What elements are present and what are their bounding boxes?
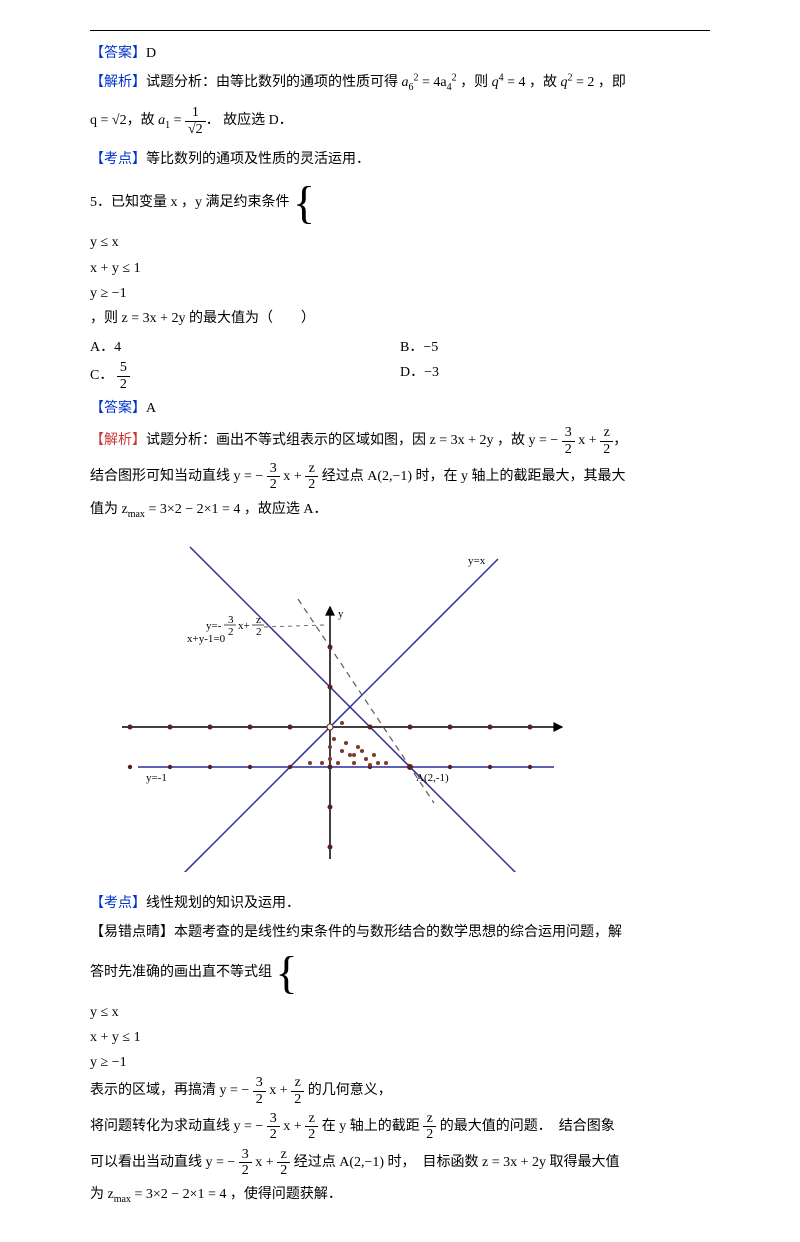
q4-frac: 1 √2 (185, 105, 206, 137)
q5-parse-c-sub: max (128, 509, 145, 520)
q5-opt-a: A．4 (90, 335, 400, 360)
q5-opt-c-frac: 5 2 (117, 360, 130, 392)
frac-z2: z2 (305, 1111, 318, 1143)
q5-yicuo-line5: 为 zmax = 3×2 − 2×1 = 4 ，使得问题获解． (90, 1182, 710, 1207)
q4-mid1: ，则 (460, 75, 488, 90)
frac-32: 32 (562, 425, 575, 457)
q4-l2-mid: ，故 (127, 113, 155, 128)
q5-parse-line1: 【解析】试题分析：画出不等式组表示的区域如图，因 z = 3x + 2y ，故 … (90, 425, 710, 457)
q5-parse-c: 值为 z (90, 502, 128, 517)
q5-kaodian-text: 线性规划的知识及运用． (146, 896, 300, 911)
q5-parse-a-end: ， (613, 433, 627, 448)
q5-yicuo-e-a: 为 z (90, 1187, 114, 1202)
lp-diagram-svg: yy=xx+y-1=0y=-1y=- 32 x+ z2A(2,-1) (80, 532, 580, 872)
frac-z2: z2 (277, 1147, 290, 1179)
svg-text:x+: x+ (238, 620, 250, 632)
q4-parse-prefix: 试题分析：由等比数列的通项的性质可得 (146, 75, 398, 90)
q5-stem: 5．已知变量 x ，y 满足约束条件 { (90, 180, 710, 226)
svg-text:A(2,-1): A(2,-1) (416, 772, 449, 784)
q4-l2-end: ． 故应选 D． (206, 113, 293, 128)
top-rule (90, 30, 710, 31)
q5-case1: y ≤ x (90, 230, 710, 255)
q5-yicuo-b-b: 表示的区域，再搞清 y = − (90, 1083, 253, 1098)
svg-text:y: y (338, 608, 344, 620)
q5-answer-line: 【答案】A (90, 396, 710, 421)
svg-text:2: 2 (228, 626, 234, 638)
q5-yicuo-line3: 将问题转化为求动直线 y = − 32 x + z2 在 y 轴上的截距 z2 … (90, 1111, 710, 1143)
q4-mid3: ，即 (598, 75, 626, 90)
svg-text:z: z (256, 614, 261, 626)
feasible-region-diagram: yy=xx+y-1=0y=-1y=- 32 x+ z2A(2,-1) (80, 532, 710, 881)
q5-options: A．4 B．−5 C． 5 2 D．−3 (90, 335, 710, 392)
q5-yicuo-a: 本题考查的是线性约束条件的与数形结合的数学思想的综合运用问题，解 (174, 925, 622, 940)
frac-z2: z2 (423, 1111, 436, 1143)
q5-answer-letter: A (146, 401, 156, 416)
kaodian-label: 【考点】 (90, 896, 146, 911)
page: 【答案】D 【解析】试题分析：由等比数列的通项的性质可得 a62 = 4a42 … (0, 0, 800, 1242)
q4-a1: a1 (158, 113, 170, 128)
q4-parse-line2: q = √2，故 a1 = 1 √2 ． 故应选 D． (90, 105, 710, 137)
q5-opt-b: B．−5 (400, 335, 710, 360)
parse-label: 【解析】 (90, 433, 146, 448)
q5-parse-a-mid: x + (283, 469, 305, 484)
parse-label: 【解析】 (90, 75, 146, 90)
frac-32: 32 (267, 1111, 280, 1143)
q4-eq1-a: a62 = 4a42 (402, 75, 457, 90)
q5-parse-line2: 结合图形可知当动直线 y = − 32 x + z2 经过点 A(2,−1) 时… (90, 461, 710, 493)
answer-label: 【答案】 (90, 401, 146, 416)
q4-kaodian-text: 等比数列的通项及性质的灵活运用． (146, 152, 370, 167)
q5-yicuo-line2: 答时先准确的画出直不等式组 { (90, 950, 710, 996)
q5-yicuo-d-a: 可以看出当动直线 y = − (90, 1155, 239, 1170)
q5-yicuo-line1: 【易错点晴】本题考查的是线性约束条件的与数形结合的数学思想的综合运用问题，解 (90, 920, 710, 945)
q5-case3: y ≥ −1 (90, 281, 710, 306)
q4-a1-eq: = (170, 113, 185, 128)
q5-constraint-system-2: { (276, 950, 298, 996)
svg-text:2: 2 (256, 626, 262, 638)
q5-parse-a: 试题分析：画出不等式组表示的区域如图，因 z = 3x + 2y ，故 y = … (146, 433, 562, 448)
q4-sqrt2: √2 (112, 113, 127, 128)
q5-number: 5． (90, 196, 111, 211)
q5-opt-c: C． 5 2 (90, 360, 400, 392)
q5-yicuo-line4: 可以看出当动直线 y = − 32 x + z2 经过点 A(2,−1) 时， … (90, 1147, 710, 1179)
q5-yicuo-d-b: 经过点 A(2,−1) 时， 目标函数 z = 3x + 2y 取得最大值 (294, 1155, 620, 1170)
kaodian-label: 【考点】 (90, 152, 146, 167)
frac-z2: z2 (600, 425, 613, 457)
q5-yicuo-b-c: 的几何意义， (308, 1083, 392, 1098)
q4-parse-line1: 【解析】试题分析：由等比数列的通项的性质可得 a62 = 4a42 ，则 q4 … (90, 70, 710, 95)
q5-parse-a-mid: x + (578, 433, 600, 448)
q5-stem-a: 已知变量 x ，y 满足约束条件 (111, 196, 290, 211)
q4-eq2: q4 = 4 (492, 75, 526, 90)
svg-text:y=-1: y=-1 (146, 772, 167, 784)
frac-z2: z2 (291, 1075, 304, 1107)
yicuo-label: 【易错点晴】 (90, 925, 174, 940)
q4-answer-letter: D (146, 46, 156, 61)
svg-text:x+y-1=0: x+y-1=0 (187, 633, 226, 645)
q4-eq3: q2 = 2 (561, 75, 595, 90)
q5-stem-b: ，则 z = 3x + 2y 的最大值为（ ） (90, 311, 315, 326)
answer-label: 【答案】 (90, 46, 146, 61)
q5-parse-b-b: 经过点 A(2,−1) 时，在 y 轴上的截距最大，其最大 (322, 469, 626, 484)
q5-case2: x + y ≤ 1 (90, 256, 710, 281)
q4-kaodian: 【考点】等比数列的通项及性质的灵活运用． (90, 147, 710, 172)
svg-text:y=x: y=x (468, 555, 486, 567)
q5-parse-line3: 值为 zmax = 3×2 − 2×1 = 4 ，故应选 A． (90, 497, 710, 522)
frac-z2: z2 (305, 461, 318, 493)
q5-kaodian: 【考点】线性规划的知识及运用． (90, 891, 710, 916)
q4-mid2: ，故 (529, 75, 557, 90)
svg-text:y=-: y=- (206, 620, 222, 632)
q4-q-eq: q = (90, 113, 112, 128)
svg-text:3: 3 (228, 614, 234, 626)
q5-opt-d: D．−3 (400, 360, 710, 392)
q5-constraint-system: { (293, 180, 315, 226)
frac-32: 32 (239, 1147, 252, 1179)
q5-parse-c-eq: = 3×2 − 2×1 = 4 ，故应选 A． (145, 502, 328, 517)
q4-answer-line: 【答案】D (90, 41, 710, 66)
q5-yicuo-b-a: 答时先准确的画出直不等式组 (90, 965, 272, 980)
frac-32: 32 (267, 461, 280, 493)
q5-parse-b-a: 结合图形可知当动直线 y = − (90, 469, 267, 484)
q5-yicuo-e-eq: = 3×2 − 2×1 = 4 ，使得问题获解． (131, 1187, 342, 1202)
frac-32: 32 (253, 1075, 266, 1107)
